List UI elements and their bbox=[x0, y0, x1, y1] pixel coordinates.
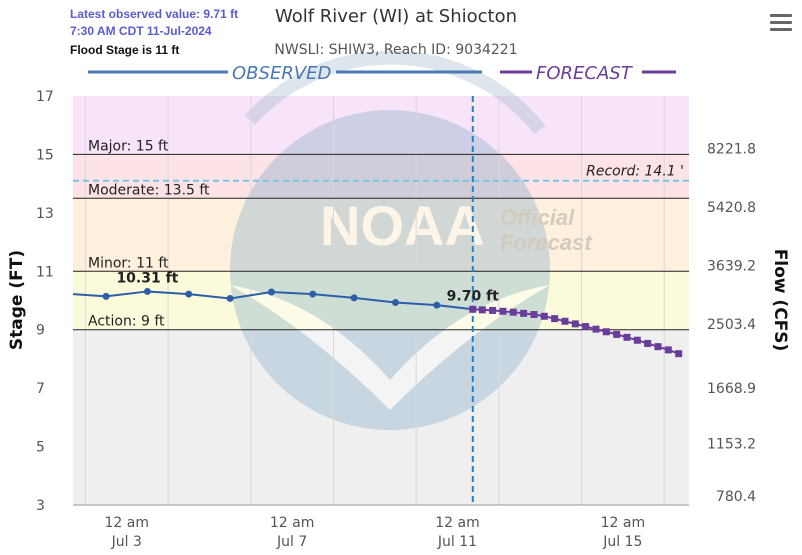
forecast-point-20 bbox=[675, 350, 683, 358]
y-tick-label: 11 bbox=[36, 264, 54, 280]
forecast-point-0 bbox=[469, 305, 477, 313]
y2-axis-title: Flow (CFS) bbox=[770, 249, 790, 352]
observed-forecast-legend: OBSERVED FORECAST bbox=[88, 63, 676, 84]
x-tick-line1: 12 am bbox=[105, 515, 149, 531]
x-tick-line2: Jul 15 bbox=[602, 534, 642, 550]
y-tick-label: 9 bbox=[36, 323, 45, 339]
noaa-seal-circle bbox=[230, 110, 550, 430]
y-tick-label: 13 bbox=[36, 206, 54, 222]
record-line: Record: 14.1 ' bbox=[73, 164, 689, 182]
threshold-lines: Major: 15 ft Moderate: 13.5 ft Minor: 11 f… bbox=[73, 138, 689, 331]
latest-observed-value: Latest observed value: 9.71 ft bbox=[70, 7, 239, 21]
forecast-point-8 bbox=[551, 315, 559, 323]
normal-band bbox=[73, 329, 689, 505]
flood-stage-note: Flood Stage is 11 ft bbox=[70, 43, 180, 57]
observed-data-label-0: 10.31 ft bbox=[116, 270, 178, 286]
y-tick-label: 5 bbox=[36, 440, 45, 456]
observed-data-label-1: 9.70 ft bbox=[447, 288, 500, 304]
y-tick-label: 17 bbox=[36, 89, 54, 105]
forecast-point-3 bbox=[499, 307, 507, 315]
forecast-point-15 bbox=[623, 333, 631, 341]
data-series: 10.31 ft 9.70 ft bbox=[72, 270, 683, 358]
y2-tick-label: 1153.2 bbox=[707, 437, 756, 453]
official-forecast-watermark: Official bbox=[500, 205, 575, 230]
x-tick-line1: 12 am bbox=[601, 515, 645, 531]
observed-legend-label: OBSERVED bbox=[232, 63, 331, 84]
axes: 3 5 7 9 11 13 15 17 780.4 1153.2 1668.9 2503.4 3639.… bbox=[7, 89, 790, 550]
hamburger-menu-icon[interactable] bbox=[770, 14, 792, 32]
forecast-point-2 bbox=[489, 306, 497, 314]
forecast-point-1 bbox=[478, 306, 486, 314]
forecast-point-5 bbox=[520, 309, 528, 317]
flood-category-bands bbox=[73, 96, 689, 505]
forecast-point-7 bbox=[540, 312, 548, 320]
noaa-seal-ring bbox=[244, 50, 546, 135]
forecast-point-16 bbox=[633, 336, 641, 344]
latest-observed-time: 7:30 AM CDT 11-Jul-2024 bbox=[70, 24, 212, 38]
forecast-point-13 bbox=[602, 328, 610, 336]
y2-tick-label: 1668.9 bbox=[707, 381, 756, 397]
y-tick-label: 7 bbox=[36, 381, 45, 397]
forecast-watermark: Forecast bbox=[500, 230, 593, 255]
chart-subtitle: NWSLI: SHIW3, Reach ID: 9034221 bbox=[274, 42, 518, 58]
threshold-label-major: Major: 15 ft bbox=[88, 138, 169, 154]
x-tick-line2: Jul 11 bbox=[437, 534, 477, 550]
forecast-point-17 bbox=[644, 339, 652, 347]
record-label: Record: 14.1 ' bbox=[586, 164, 684, 180]
y2-tick-label: 8221.8 bbox=[707, 142, 756, 158]
y-tick-label: 15 bbox=[36, 147, 54, 163]
forecast-point-11 bbox=[582, 323, 590, 331]
observed-point-9 bbox=[433, 301, 441, 309]
forecast-point-18 bbox=[654, 343, 662, 351]
observed-point-6 bbox=[309, 290, 317, 298]
x-grid bbox=[84, 96, 665, 505]
forecast-point-6 bbox=[530, 311, 538, 319]
threshold-label-minor: Minor: 11 ft bbox=[88, 255, 169, 271]
y2-tick-label: 2503.4 bbox=[707, 317, 756, 333]
observed-point-5 bbox=[267, 288, 275, 296]
x-tick-line1: 12 am bbox=[270, 515, 314, 531]
observed-point-8 bbox=[391, 299, 399, 307]
threshold-label-moderate: Moderate: 13.5 ft bbox=[88, 182, 210, 198]
observed-point-4 bbox=[226, 294, 234, 302]
forecast-point-9 bbox=[561, 317, 569, 325]
observed-point-3 bbox=[185, 290, 193, 298]
y2-tick-label: 780.4 bbox=[716, 489, 756, 505]
y-axis-title: Stage (FT) bbox=[7, 250, 27, 350]
y2-tick-label: 5420.8 bbox=[707, 200, 756, 216]
noaa-watermark: NOAA Official Forecast bbox=[230, 50, 593, 430]
moderate-band bbox=[73, 154, 689, 199]
threshold-label-action: Action: 9 ft bbox=[88, 314, 165, 330]
observed-point-7 bbox=[350, 294, 358, 302]
forecast-point-14 bbox=[613, 330, 621, 338]
forecast-point-12 bbox=[592, 325, 600, 333]
observed-point-1 bbox=[102, 292, 110, 300]
chart-title: Wolf River (WI) at Shiocton bbox=[274, 6, 518, 27]
forecast-point-10 bbox=[571, 320, 579, 328]
observed-point-2 bbox=[143, 287, 151, 295]
minor-band bbox=[73, 198, 689, 272]
x-tick-line1: 12 am bbox=[435, 515, 479, 531]
forecast-point-4 bbox=[509, 308, 517, 316]
noaa-logo-text: NOAA bbox=[320, 194, 485, 257]
noaa-seal-bird bbox=[230, 285, 550, 410]
x-tick-line2: Jul 3 bbox=[111, 534, 142, 550]
y2-tick-label: 3639.2 bbox=[707, 258, 756, 274]
x-tick-line2: Jul 7 bbox=[276, 534, 307, 550]
y-tick-label: 3 bbox=[36, 498, 45, 514]
forecast-point-19 bbox=[664, 346, 672, 354]
major-band bbox=[73, 96, 689, 155]
forecast-legend-label: FORECAST bbox=[536, 63, 634, 84]
